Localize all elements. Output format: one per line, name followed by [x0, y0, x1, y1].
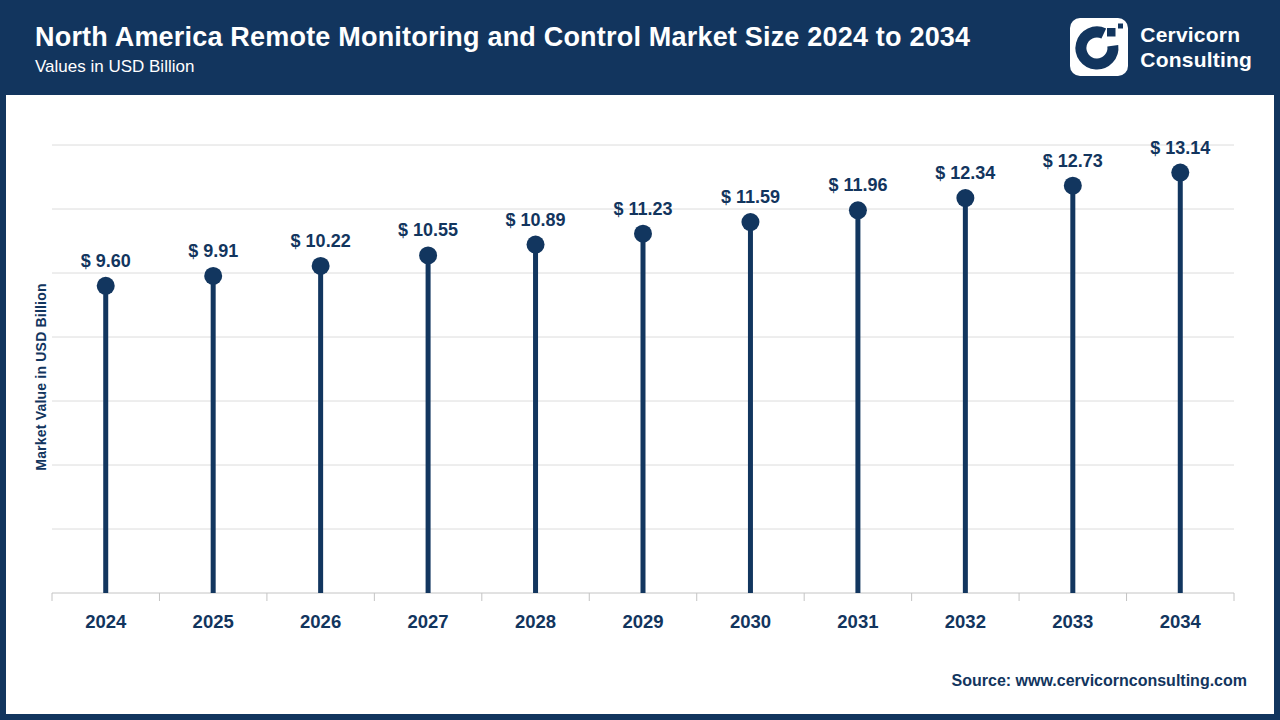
value-label: $ 12.34 [935, 163, 995, 183]
value-label: $ 12.73 [1043, 151, 1103, 171]
x-tick-label: 2025 [193, 611, 234, 632]
value-label: $ 11.96 [828, 175, 887, 195]
x-tick-label: 2030 [730, 611, 771, 632]
value-label: $ 10.55 [398, 220, 458, 240]
x-tick-label: 2034 [1160, 611, 1202, 632]
lollipop-dot [1064, 177, 1082, 195]
source-attribution: Source: www.cervicornconsulting.com [952, 672, 1247, 690]
value-label: $ 9.91 [188, 241, 238, 261]
lollipop-dot [527, 236, 545, 254]
x-tick-label: 2029 [622, 611, 663, 632]
lollipop-dot [97, 277, 115, 295]
x-tick-label: 2032 [945, 611, 986, 632]
value-label: $ 10.22 [291, 231, 351, 251]
lollipop-dot [1171, 164, 1189, 182]
x-tick-label: 2026 [300, 611, 341, 632]
lollipop-dot [849, 201, 867, 219]
lollipop-dot [741, 213, 759, 231]
lollipop-dot [634, 225, 652, 243]
value-label: $ 10.89 [506, 210, 566, 230]
value-label: $ 13.14 [1150, 138, 1210, 158]
lollipop-dot [956, 189, 974, 207]
value-label: $ 11.23 [613, 199, 672, 219]
x-tick-label: 2024 [85, 611, 127, 632]
infographic-page: North America Remote Monitoring and Cont… [0, 0, 1280, 720]
x-tick-label: 2028 [515, 611, 556, 632]
x-tick-label: 2031 [837, 611, 878, 632]
x-tick-label: 2027 [408, 611, 449, 632]
lollipop-dot [312, 257, 330, 275]
value-label: $ 11.59 [721, 187, 780, 207]
x-tick-label: 2033 [1052, 611, 1093, 632]
value-label: $ 9.60 [81, 251, 131, 271]
lollipop-dot [204, 267, 222, 285]
market-size-chart: $ 9.60 2024 $ 9.91 2025 $ 10.22 2026 $ 10.55 20… [0, 0, 1280, 720]
y-axis-title: Market Value in USD Billion [33, 283, 49, 470]
lollipop-dot [419, 246, 437, 264]
